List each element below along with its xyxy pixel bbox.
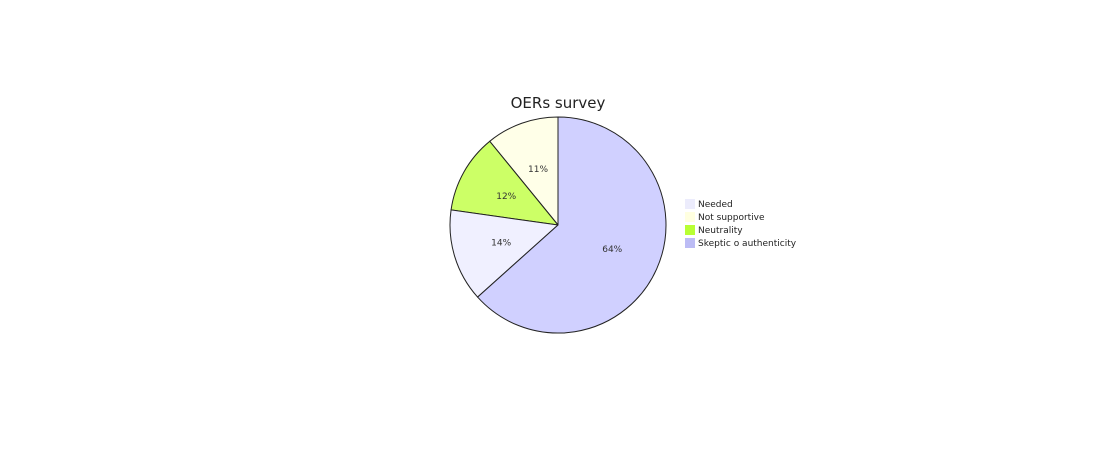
legend-item[interactable]: Not supportive [685,212,765,223]
legend-label: Needed [698,200,733,210]
slice-percent-label: 12% [496,192,516,202]
slice-percent-label: 11% [528,165,548,175]
legend-item[interactable]: Needed [685,199,733,210]
legend-item[interactable]: Skeptic o authenticity [685,238,797,249]
pie-slices [449,116,667,334]
pie-slice-labels: 11% 12% 14% 64% [491,165,623,255]
legend-swatch [685,225,695,235]
legend-swatch [685,199,695,209]
legend-swatch [685,212,695,222]
pie-slice-not-supportive [489,116,559,227]
legend-label: Not supportive [698,213,765,223]
legend-label: Neutrality [698,226,743,236]
slice-percent-label: 64% [602,245,622,255]
legend: Needed Not supportive Neutrality Skeptic o … [685,199,797,249]
pie-slice-needed [449,209,560,298]
slice-percent-label: 14% [491,238,511,248]
chart-title: OERs survey [511,94,606,112]
legend-item[interactable]: Neutrality [685,225,743,236]
pie-slice-skeptic-o-authenticity [476,116,667,334]
pie-slice-neutrality [450,140,560,226]
legend-label: Skeptic o authenticity [698,239,797,249]
legend-swatch [685,238,695,248]
